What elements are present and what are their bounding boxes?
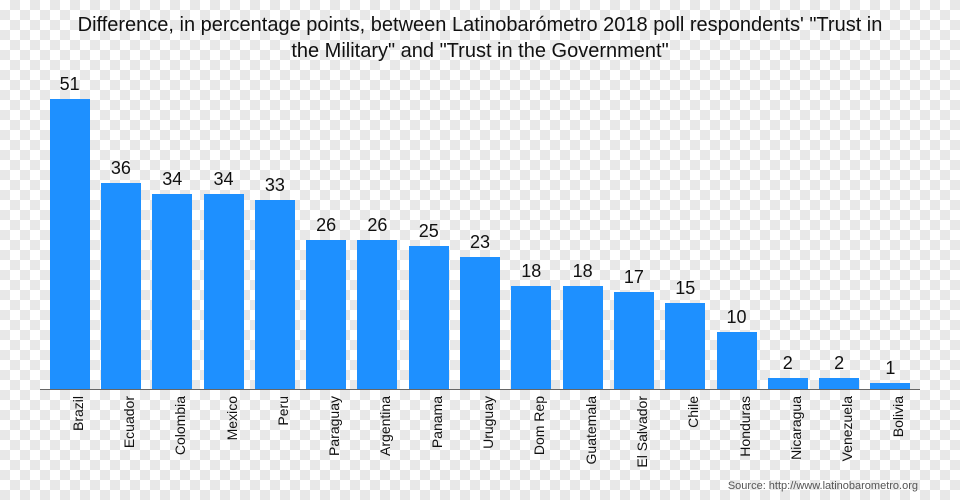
- bar-value-label: 17: [624, 267, 644, 288]
- bar-column: 15: [660, 74, 711, 389]
- bar-column: 26: [352, 74, 403, 389]
- bar-value-label: 25: [419, 221, 439, 242]
- bar-column: 26: [300, 74, 351, 389]
- x-axis-label: Chile: [660, 390, 711, 470]
- x-axis-label-text: Panama: [429, 396, 445, 448]
- bar-column: 18: [506, 74, 557, 389]
- x-axis-label: Mexico: [198, 390, 249, 470]
- x-axis-label: Dom Rep: [506, 390, 557, 470]
- bar: [768, 378, 808, 389]
- bar-column: 51: [44, 74, 95, 389]
- x-axis-label-text: Uruguay: [480, 396, 496, 449]
- bar-value-label: 10: [726, 307, 746, 328]
- bar: [255, 200, 295, 389]
- x-axis-label-text: Guatemala: [583, 396, 599, 464]
- bar: [152, 194, 192, 389]
- bar-value-label: 36: [111, 158, 131, 179]
- x-axis-label-text: Bolivia: [890, 396, 906, 437]
- bar: [204, 194, 244, 389]
- bar: [409, 246, 449, 389]
- bar-column: 10: [711, 74, 762, 389]
- bar-value-label: 1: [885, 358, 895, 379]
- x-axis-label-text: Paraguay: [326, 396, 342, 456]
- x-axis-label-text: Chile: [685, 396, 701, 428]
- bar-value-label: 2: [783, 353, 793, 374]
- bar-value-label: 34: [214, 169, 234, 190]
- bar-value-label: 18: [573, 261, 593, 282]
- x-axis-label: Guatemala: [557, 390, 608, 470]
- x-axis-label-text: Ecuador: [121, 396, 137, 448]
- x-axis-label: Argentina: [352, 390, 403, 470]
- bar-value-label: 33: [265, 175, 285, 196]
- bar-value-label: 51: [60, 74, 80, 95]
- x-axis-label: Paraguay: [300, 390, 351, 470]
- chart-plot-area: 51 36 34 34 33 26 26 25 23 18 18 17 15 10 2 2 1: [40, 74, 920, 390]
- chart-title: Difference, in percentage points, betwee…: [40, 12, 920, 74]
- bar-value-label: 26: [367, 215, 387, 236]
- bar-column: 17: [608, 74, 659, 389]
- bar-column: 33: [249, 74, 300, 389]
- bar: [306, 240, 346, 389]
- x-axis-label: Brazil: [44, 390, 95, 470]
- bar: [563, 286, 603, 389]
- x-axis-label: El Salvador: [608, 390, 659, 470]
- x-axis-label: Honduras: [711, 390, 762, 470]
- bar-column: 18: [557, 74, 608, 389]
- x-axis-label: Nicaragua: [762, 390, 813, 470]
- x-axis-label: Peru: [249, 390, 300, 470]
- x-axis-label-text: El Salvador: [634, 396, 650, 468]
- x-axis-label: Venezuela: [813, 390, 864, 470]
- bar-value-label: 26: [316, 215, 336, 236]
- bar: [50, 99, 90, 389]
- x-axis-label: Uruguay: [454, 390, 505, 470]
- bar: [614, 292, 654, 389]
- x-axis-label-text: Mexico: [224, 396, 240, 440]
- x-axis-label-text: Dom Rep: [531, 396, 547, 455]
- bar: [665, 303, 705, 389]
- x-axis-label: Bolivia: [865, 390, 916, 470]
- bar-column: 34: [147, 74, 198, 389]
- bar-value-label: 18: [521, 261, 541, 282]
- x-axis-label-text: Venezuela: [839, 396, 855, 461]
- bar-value-label: 34: [162, 169, 182, 190]
- x-axis-label-text: Nicaragua: [788, 396, 804, 460]
- chart-source: Source: http://www.latinobarometro.org: [728, 480, 918, 492]
- bar-column: 1: [865, 74, 916, 389]
- bar: [819, 378, 859, 389]
- bar-value-label: 2: [834, 353, 844, 374]
- x-axis-label-text: Honduras: [737, 396, 753, 457]
- bar: [357, 240, 397, 389]
- bar-value-label: 23: [470, 232, 490, 253]
- bar-column: 2: [813, 74, 864, 389]
- x-axis-label-text: Colombia: [172, 396, 188, 455]
- chart-container: Difference, in percentage points, betwee…: [40, 12, 920, 470]
- bar: [717, 332, 757, 389]
- bar-column: 34: [198, 74, 249, 389]
- bar: [870, 383, 910, 389]
- chart-x-axis-labels: Brazil Ecuador Colombia Mexico Peru Paraguay A…: [40, 390, 920, 470]
- x-axis-label-text: Brazil: [70, 396, 86, 431]
- x-axis-label-text: Argentina: [377, 396, 393, 456]
- x-axis-label: Ecuador: [95, 390, 146, 470]
- bar-column: 23: [454, 74, 505, 389]
- bar-column: 25: [403, 74, 454, 389]
- bar-column: 2: [762, 74, 813, 389]
- bar: [101, 183, 141, 389]
- bar-value-label: 15: [675, 278, 695, 299]
- x-axis-label-text: Peru: [275, 396, 291, 426]
- x-axis-label: Colombia: [147, 390, 198, 470]
- bar: [511, 286, 551, 389]
- x-axis-label: Panama: [403, 390, 454, 470]
- bar: [460, 257, 500, 389]
- bar-column: 36: [95, 74, 146, 389]
